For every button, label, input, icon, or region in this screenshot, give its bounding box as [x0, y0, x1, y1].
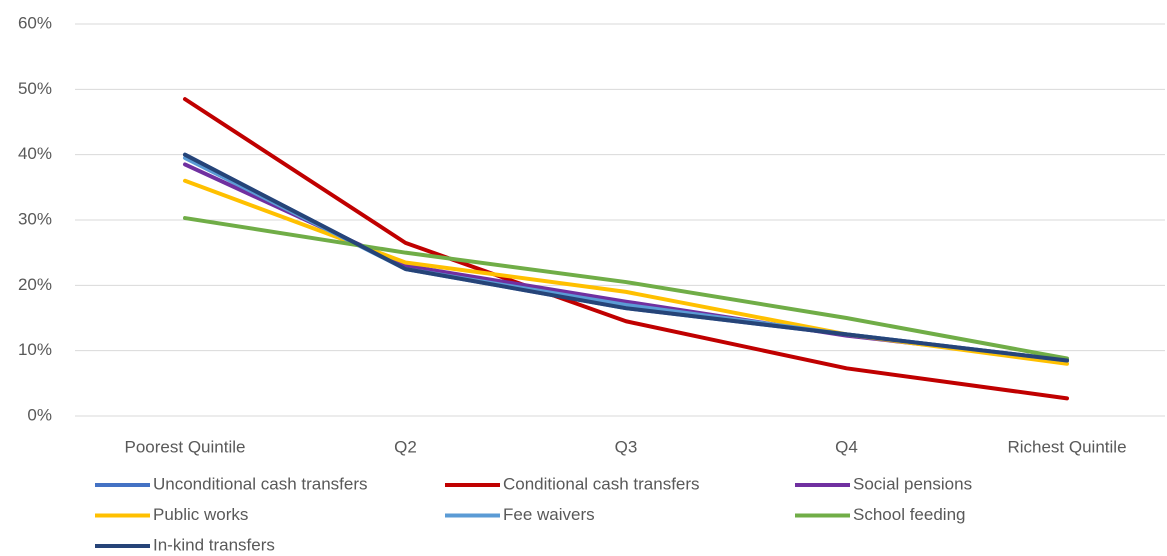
series-line	[183, 155, 1069, 363]
legend-label: Public works	[153, 505, 248, 524]
series-line	[183, 216, 1069, 361]
legend-label: School feeding	[853, 505, 965, 524]
x-tick-label: Q4	[835, 437, 858, 456]
legend-label: Social pensions	[853, 474, 972, 493]
y-tick-label: 30%	[18, 209, 52, 228]
x-tick-label: Richest Quintile	[1007, 437, 1126, 456]
legend-label: Conditional cash transfers	[503, 474, 700, 493]
x-tick-label: Q2	[394, 437, 417, 456]
legend-label: Fee waivers	[503, 505, 595, 524]
x-tick-label: Q3	[615, 437, 638, 456]
y-tick-label: 0%	[27, 405, 52, 424]
legend-label: In-kind transfers	[153, 535, 275, 554]
y-tick-label: 60%	[18, 13, 52, 32]
x-tick-label: Poorest Quintile	[125, 437, 246, 456]
y-tick-label: 10%	[18, 340, 52, 359]
series-line	[183, 178, 1069, 366]
legend-label: Unconditional cash transfers	[153, 474, 368, 493]
y-tick-label: 20%	[18, 275, 52, 294]
series-line	[183, 152, 1069, 363]
y-tick-label: 50%	[18, 79, 52, 98]
series-line	[183, 97, 1069, 401]
series-line	[183, 162, 1069, 363]
y-tick-label: 40%	[18, 144, 52, 163]
